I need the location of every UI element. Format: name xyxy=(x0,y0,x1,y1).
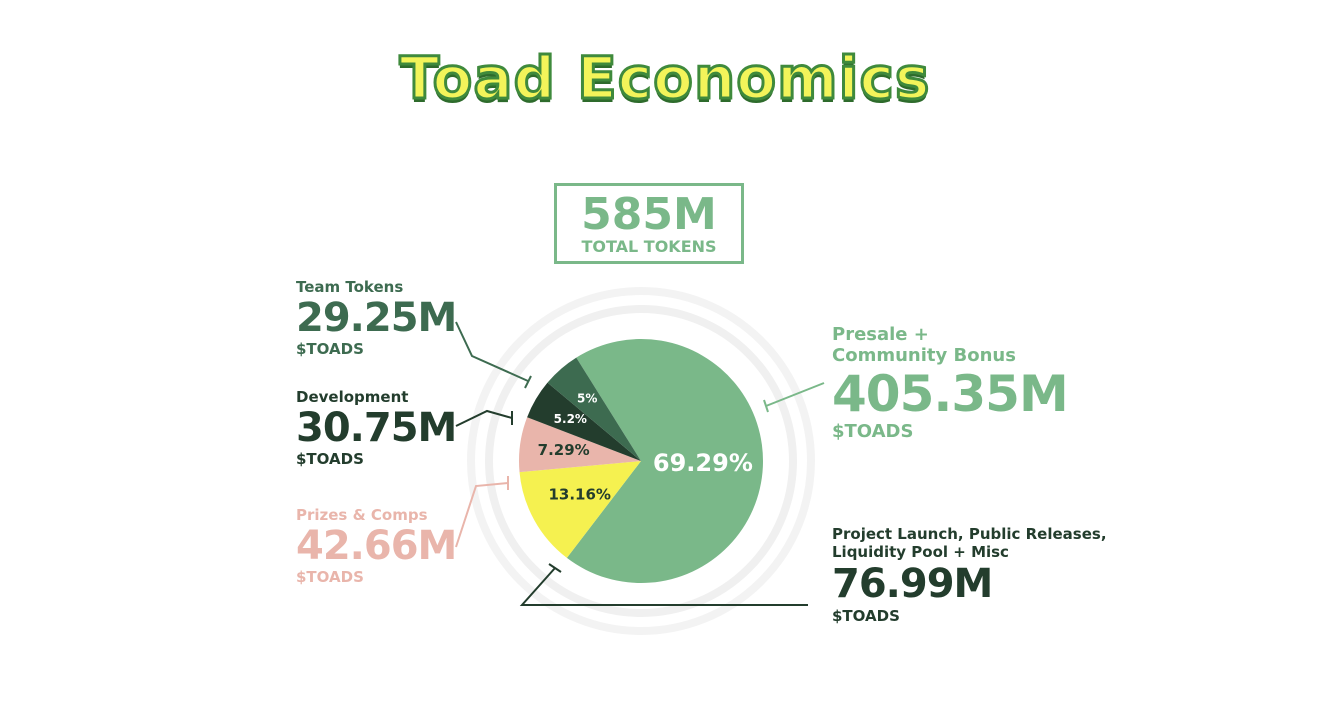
team-tokens-name: Team Tokens xyxy=(296,278,404,296)
outer-ring xyxy=(467,287,815,635)
presale-unit: $TOADS xyxy=(832,421,914,442)
inner-ring xyxy=(485,305,797,617)
pie-label-launch: 13.16% xyxy=(548,485,610,503)
pie-slice-prizes xyxy=(519,417,641,473)
total-tokens-value: 585M xyxy=(581,189,717,240)
total-tokens-box: 585M TOTAL TOKENS xyxy=(554,183,744,264)
prizes-name: Prizes & Comps xyxy=(296,506,428,524)
launch-unit: $TOADS xyxy=(832,607,900,625)
development-label: Development 30.75M $TOADS xyxy=(296,388,457,468)
pie-label-development: 5.2% xyxy=(554,412,587,426)
pie-slice-team xyxy=(547,357,641,461)
presale-name-line1: Presale + xyxy=(832,324,929,345)
team-tokens-label: Team Tokens 29.25M $TOADS xyxy=(296,278,457,358)
total-tokens-label: TOTAL TOKENS xyxy=(581,237,717,256)
prizes-leader-line xyxy=(455,482,509,548)
launch-label: Project Launch, Public Releases, Liquidi… xyxy=(832,525,1107,625)
pie-label-team: 5% xyxy=(577,392,597,406)
launch-name-line2: Liquidity Pool + Misc xyxy=(832,543,1009,561)
page-title: Toad Economics xyxy=(398,43,931,114)
presale-label: Presale + Community Bonus 405.35M $TOADS xyxy=(832,324,1069,442)
prizes-label: Prizes & Comps 42.66M $TOADS xyxy=(296,506,457,586)
development-name: Development xyxy=(296,388,409,406)
prizes-value: 42.66M xyxy=(296,523,457,569)
presale-name-line2: Community Bonus xyxy=(832,345,1016,366)
development-unit: $TOADS xyxy=(296,450,364,468)
pie-slice-launch xyxy=(519,461,641,558)
launch-value: 76.99M xyxy=(832,561,993,607)
team-leader-tick xyxy=(524,375,532,389)
team-leader-line xyxy=(455,321,529,382)
launch-name-line1: Project Launch, Public Releases, xyxy=(832,525,1107,543)
launch-leader-tick xyxy=(548,563,562,573)
development-leader-line xyxy=(455,409,513,427)
presale-leader-tick xyxy=(763,399,769,413)
pie-slice-presale xyxy=(566,338,763,583)
team-tokens-value: 29.25M xyxy=(296,295,457,341)
launch-leader-line xyxy=(519,567,808,606)
prizes-unit: $TOADS xyxy=(296,568,364,586)
presale-value: 405.35M xyxy=(832,365,1069,423)
pie-slice-development xyxy=(527,382,641,461)
presale-leader-line xyxy=(765,382,825,407)
pie-label-prizes: 7.29% xyxy=(538,441,590,459)
development-value: 30.75M xyxy=(296,405,457,451)
team-tokens-unit: $TOADS xyxy=(296,340,364,358)
pie-label-presale: 69.29% xyxy=(653,449,753,477)
